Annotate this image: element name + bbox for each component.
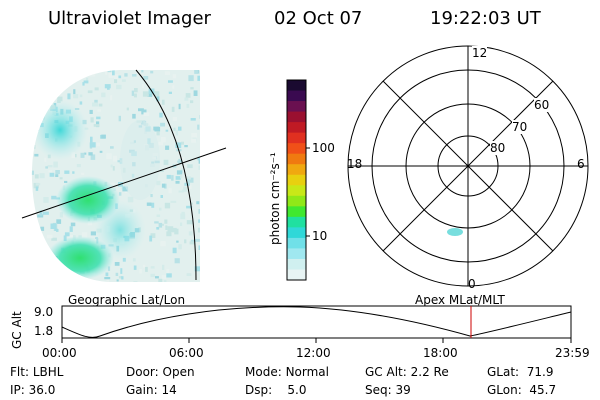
date-label: 02 Oct 07	[274, 8, 363, 29]
info-seq: Seq: 39	[365, 383, 411, 397]
latitude-line	[21, 147, 227, 219]
info-glon: GLon: 45.7	[487, 383, 557, 397]
polar-label-12: 12	[472, 46, 488, 60]
polar-lat-60: 60	[534, 98, 550, 112]
polar-label-6: 6	[577, 157, 585, 171]
info-gc-alt: GC Alt: 2.2 Re	[365, 365, 449, 379]
colorbar-cell	[287, 206, 306, 218]
colorbar-tick-label-100: 100	[312, 141, 335, 155]
colorbar-cell	[287, 122, 306, 134]
colorbar-cell	[287, 143, 306, 155]
colorbar-cell	[287, 174, 306, 186]
xtick-label-0600: 06:00	[169, 346, 204, 360]
xtick-label-0000: 00:00	[42, 346, 77, 360]
colorbar-cell	[287, 111, 306, 123]
timeline-frame	[61, 305, 572, 339]
altitude-curve	[61, 306, 572, 338]
info-ip: IP: 36.0	[10, 383, 56, 397]
colorbar-cell	[287, 164, 306, 176]
colorbar-cell	[287, 101, 306, 113]
colorbar-cell	[287, 227, 306, 239]
info-dsp: Dsp: 5.0	[245, 383, 307, 397]
colorbar-frame	[286, 79, 307, 281]
timeline-left-label: Geographic Lat/Lon	[68, 293, 186, 307]
info-mode: Mode: Normal	[245, 365, 329, 379]
info-gain: Gain: 14	[126, 383, 177, 397]
time-label: 19:22:03 UT	[430, 8, 541, 29]
colorbar-cell	[287, 216, 306, 228]
info-door: Door: Open	[126, 365, 195, 379]
polar-label-18: 18	[347, 157, 363, 171]
polar-lat-80: 80	[490, 141, 506, 155]
colorbar-cell	[287, 153, 306, 165]
colorbar-cell	[287, 195, 306, 207]
timeline-ytick-9: 9.0	[34, 305, 54, 319]
timeline-right-label: Apex MLat/MLT	[415, 293, 505, 307]
polar-aurora-spot	[447, 228, 463, 236]
polar-lat-70: 70	[512, 120, 528, 134]
timeline-ytick-1-8: 1.8	[34, 324, 54, 338]
colorbar-cell	[287, 258, 306, 271]
polar-label-0: 0	[468, 277, 476, 291]
info-glat: GLat: 71.9	[487, 365, 554, 379]
colorbar-cell	[287, 248, 306, 260]
xtick-label-1200: 12:00	[296, 346, 331, 360]
polar-diagonal-2	[382, 80, 554, 252]
colorbar-cell	[287, 132, 306, 144]
colorbar-cell	[287, 185, 306, 197]
info-flt: Flt: LBHL	[10, 365, 64, 379]
colorbar-cell	[287, 80, 306, 92]
xtick-label-2359: 23:59	[555, 346, 590, 360]
xtick-label-1800: 18:00	[423, 346, 458, 360]
colorbar-cell	[287, 237, 306, 250]
colorbar-tick-label-10: 10	[312, 229, 328, 243]
colorbar-cell	[287, 269, 306, 281]
terminator-curve	[135, 69, 197, 281]
colorbar-cell	[287, 90, 306, 102]
app-title: Ultraviolet Imager	[48, 8, 211, 29]
